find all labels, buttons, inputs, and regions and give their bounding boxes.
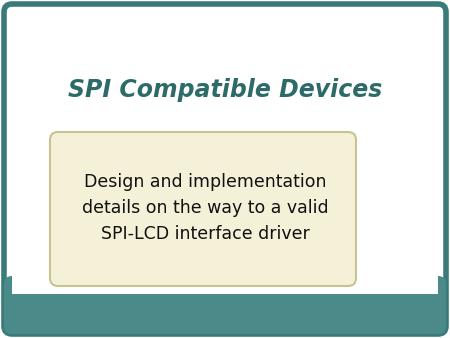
Text: Design and implementation
details on the way to a valid
SPI-LCD interface driver: Design and implementation details on the… bbox=[82, 173, 328, 243]
Text: SPI Compatible Devices: SPI Compatible Devices bbox=[68, 78, 382, 102]
FancyBboxPatch shape bbox=[4, 276, 446, 334]
FancyBboxPatch shape bbox=[50, 132, 356, 286]
FancyBboxPatch shape bbox=[12, 274, 438, 294]
FancyBboxPatch shape bbox=[4, 4, 446, 334]
